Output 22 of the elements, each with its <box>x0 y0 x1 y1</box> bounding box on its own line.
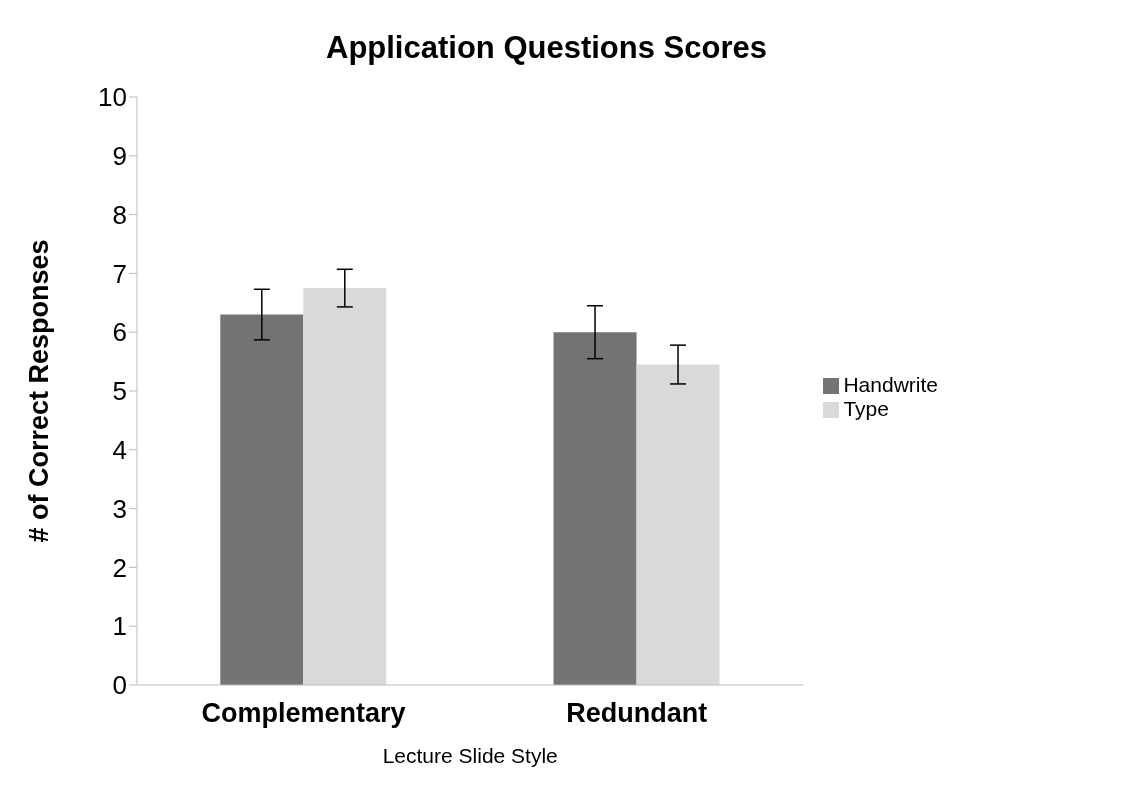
x-tick-label: Redundant <box>566 698 708 729</box>
y-tick-label: 2 <box>112 552 127 583</box>
bar <box>303 288 387 685</box>
y-tick-label: 5 <box>112 376 127 407</box>
y-tick-label: 7 <box>112 258 127 289</box>
legend-label: Handwrite <box>843 372 938 396</box>
x-axis-title: Lecture Slide Style <box>382 744 558 767</box>
y-tick-label: 3 <box>112 493 127 524</box>
x-tick-label: Complementary <box>201 698 406 729</box>
y-tick-label: 10 <box>98 82 127 113</box>
y-tick-label: 6 <box>112 317 127 348</box>
y-tick-label: 8 <box>112 199 127 230</box>
y-tick-label: 1 <box>112 611 127 642</box>
y-axis-title: # of Correct Responses <box>23 239 54 543</box>
bar <box>636 364 720 685</box>
chart-title: Application Questions Scores <box>325 30 768 66</box>
bar <box>220 314 304 685</box>
y-tick-label: 4 <box>112 435 127 466</box>
legend-label: Type <box>843 396 889 420</box>
y-tick-label: 0 <box>112 670 127 701</box>
y-tick-label: 9 <box>112 141 127 172</box>
bar <box>553 332 637 685</box>
